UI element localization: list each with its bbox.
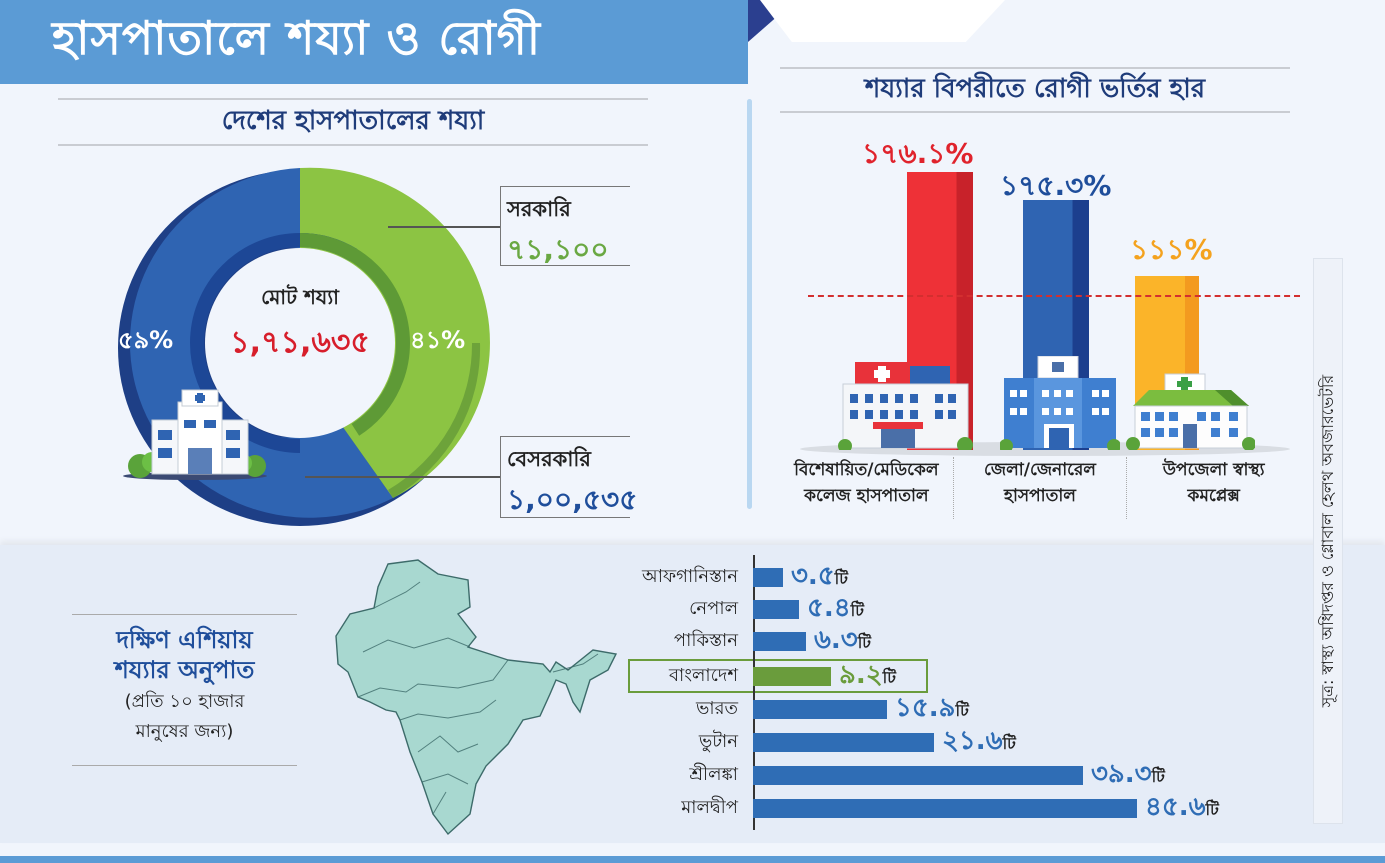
category-line-2: কমপ্লেক্স (1187, 486, 1240, 506)
donut-graphic (118, 167, 490, 526)
government-label: সরকারি (507, 197, 571, 221)
category-upazila-complex: উপজেলা স্বাস্থ্য কমপ্লেক্স (1127, 457, 1300, 519)
row-nepal: নেপাল ৫.৪টি (600, 593, 864, 624)
private-value: ১,০০,৫৩৫ (507, 483, 638, 516)
donut-section-title: দেশের হাসপাতালের শয্যা (58, 98, 648, 146)
admission-rate-bar-chart: ১৭৬.১% ১৭৫.৩% ১১১% (790, 130, 1300, 456)
bar-upazila-complex-value: ১১১% (1130, 233, 1213, 266)
admission-category-labels: বিশেষায়িত/মেডিকেল কলেজ হাসপাতাল জেলা/জে… (780, 457, 1300, 519)
bar (753, 631, 806, 651)
donut-center-total: মোট শয্যা ১,৭১,৬৩৫ (200, 283, 400, 369)
category-line-1: জেলা/জেনারেল (984, 460, 1096, 480)
category-medical-college: বিশেষায়িত/মেডিকেল কলেজ হাসপাতাল (780, 457, 954, 519)
district-hospital-building-icon (1000, 356, 1120, 450)
category-line-1: বিশেষায়িত/মেডিকেল (794, 460, 939, 480)
category-line-2: হাসপাতাল (1004, 486, 1076, 506)
bangladesh-highlight-box (628, 659, 928, 693)
private-percentage: ৫৯% (118, 326, 174, 354)
government-value: ৭১,১০০ (507, 233, 609, 266)
south-asia-map-icon (335, 559, 618, 836)
total-beds-value: ১,৭১,৬৩৫ (230, 325, 370, 360)
private-callout: বেসরকারি ১,০০,৫৩৫ (500, 436, 637, 518)
private-label: বেসরকারি (507, 447, 591, 471)
country-label: ভুটান (698, 730, 738, 752)
upazila-complex-building-icon (1126, 373, 1255, 450)
country-label: মালদ্বীপ (681, 796, 738, 818)
section-divider (747, 99, 752, 509)
bar-medical-college-value: ১৭৬.১% (862, 137, 974, 170)
admission-section-title: শয্যার বিপরীতে রোগী ভর্তির হার (780, 67, 1290, 113)
value-label: ৩.৫টি (791, 561, 848, 591)
value-label: ৪৫.৬টি (1145, 792, 1219, 822)
bar (753, 732, 934, 752)
bar (753, 798, 1137, 818)
category-line-2: কলেজ হাসপাতাল (804, 486, 929, 506)
category-district-general: জেলা/জেনারেল হাসপাতাল (954, 457, 1128, 519)
country-label: শ্রীলঙ্কা (689, 763, 738, 785)
south-asia-bed-ratio-chart: আফগানিস্তান ৩.৫টি নেপাল ৫.৪টি পাকিস্তান … (600, 555, 1300, 830)
reference-line-100 (808, 295, 1300, 297)
value-label: ৬.৩টি (814, 625, 871, 655)
row-bangladesh: বাংলাদেশ ৯.২টি (600, 660, 896, 691)
row-maldives: মালদ্বীপ ৪৫.৬টি (600, 792, 1219, 823)
government-percentage: ৪১% (410, 326, 466, 354)
government-leader-line (388, 226, 500, 228)
country-label: পাকিস্তান (673, 629, 738, 651)
value-label: ১৫.৯টি (895, 693, 969, 723)
category-line-1: উপজেলা স্বাস্থ্য (1162, 460, 1265, 480)
value-label: ৩৯.৩টি (1091, 759, 1165, 789)
bed-share-donut-chart: ৫৯% ৪১% মোট শয্যা ১,৭১,৬৩৫ (110, 158, 490, 528)
bar (753, 765, 1083, 785)
total-beds-label: মোট শয্যা (261, 285, 339, 309)
row-afghanistan: আফগানিস্তান ৩.৫টি (600, 561, 848, 592)
medical-college-building-icon (838, 362, 973, 450)
page-title: হাসপাতালে শয্যা ও রোগী (0, 0, 748, 84)
hospital-building-icon (123, 389, 267, 480)
south-asia-title-line2: শয্যার অনুপাত (114, 656, 255, 684)
row-pakistan: পাকিস্তান ৬.৩টি (600, 625, 871, 656)
banner-white-decoration (760, 0, 1005, 42)
row-india: ভারত ১৫.৯টি (600, 693, 969, 724)
country-label: বাংলাদেশ (669, 664, 738, 686)
private-leader-line (305, 476, 500, 478)
row-bhutan: ভুটান ২১.৬টি (600, 726, 1016, 757)
south-asia-title-line1: দক্ষিণ এশিয়ায় (116, 626, 253, 654)
source-note: সূত্র: স্বাস্থ্য অধিদপ্তর ও গ্লোবাল হেলথ… (1318, 374, 1337, 708)
country-label: নেপাল (689, 597, 738, 619)
bar (753, 599, 799, 619)
bar (753, 666, 831, 686)
south-asia-subtitle-line1: (প্রতি ১০ হাজার (124, 691, 245, 712)
value-label: ৫.৪টি (807, 593, 864, 623)
south-asia-title-block: দক্ষিণ এশিয়ায় শয্যার অনুপাত (প্রতি ১০ … (72, 614, 297, 766)
south-asia-subtitle-line2: মানুষের জন্য) (135, 721, 234, 742)
country-label: আফগানিস্তান (642, 565, 738, 587)
bottom-accent-strip (0, 856, 1385, 863)
bar (753, 699, 887, 719)
country-label: ভারত (695, 697, 738, 719)
row-sri-lanka: শ্রীলঙ্কা ৩৯.৩টি (600, 759, 1164, 790)
value-label: ৯.২টি (839, 660, 896, 690)
bar (753, 567, 783, 587)
chart-axis (753, 555, 755, 830)
bar-district-general-value: ১৭৫.৩% (1000, 169, 1112, 202)
source-box (1313, 258, 1343, 824)
government-callout: সরকারি ৭১,১০০ (500, 186, 630, 266)
south-asia-section (0, 545, 1385, 843)
value-label: ২১.৬টি (942, 726, 1016, 756)
